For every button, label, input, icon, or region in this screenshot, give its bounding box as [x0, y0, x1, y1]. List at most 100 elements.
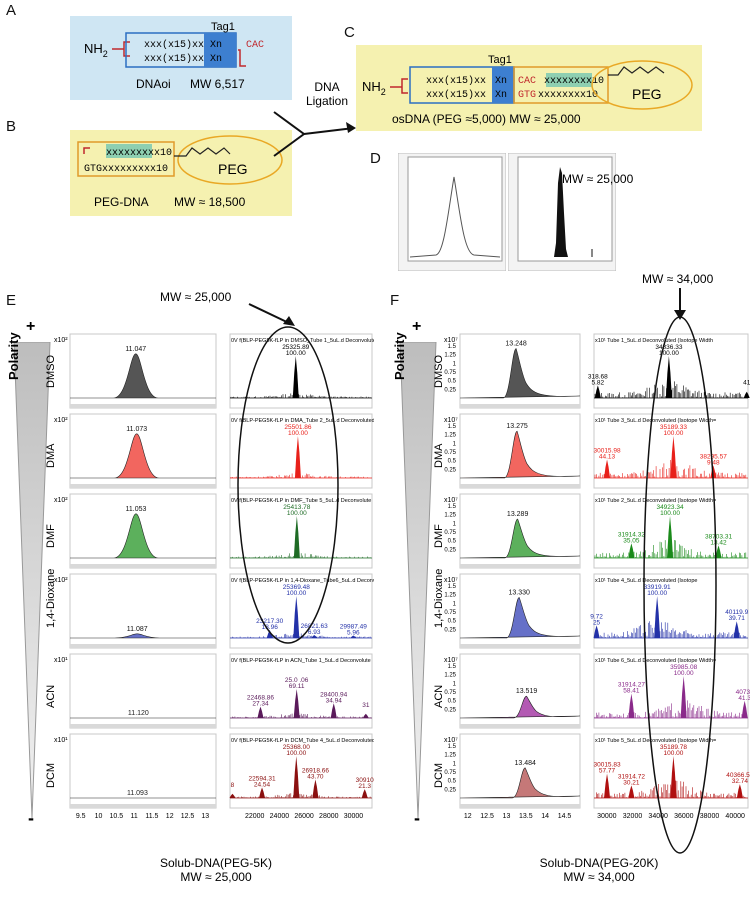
- chrom-row-dmso: DMSO x10⁷ 0.25 0.5 0.75 1 1.25 1.5 13.248: [433, 333, 581, 409]
- c-nh2-label: NH2: [362, 79, 386, 97]
- c-xn-top: Xn: [495, 76, 507, 87]
- chrom-xtick: 12.5: [480, 813, 494, 820]
- chrom-peak-label: 11.047: [125, 346, 146, 353]
- f-polarity-wedge: [399, 342, 437, 819]
- chrom-ytick: 1.25: [444, 753, 456, 759]
- spec-peak-label: 40119.9: [725, 609, 748, 616]
- chrom-xtick: 12.5: [181, 813, 195, 820]
- spec-peak: [259, 787, 266, 798]
- c-gtg: GTG: [518, 90, 536, 101]
- spec-peak-sub: 39.71: [729, 615, 746, 622]
- chrom-row-dmf: DMF x10⁷ 0.25 0.5 0.75 1 1.25 1.5 13.289: [433, 493, 581, 569]
- spec-peak-sub: 57.77: [599, 768, 616, 775]
- osdna-caption: osDNA (PEG ≈5,000) MW ≈ 25,000: [392, 112, 581, 126]
- d-spectrum: [508, 153, 616, 271]
- chrom-ytick: 0.5: [448, 379, 457, 385]
- spec-peak-label: 8: [231, 782, 235, 789]
- spec-peak-sub: 69.11: [289, 683, 305, 690]
- chrom-peak: [70, 433, 216, 479]
- spec-peak: [736, 784, 743, 798]
- spec-peak: [350, 635, 357, 638]
- chrom-xtick: 12: [464, 813, 472, 820]
- spec-peak-sub: 21.3: [358, 783, 371, 790]
- spec-title: x10¹ Tube 1_5uL.d Deconvoluted (Isotope …: [595, 338, 713, 344]
- spec-noise: [594, 539, 747, 558]
- spec-xtick: 40000: [725, 813, 745, 820]
- spec-peak: [628, 543, 635, 558]
- chrom-scale: x10⁷: [444, 657, 458, 664]
- chrom-row-1-4-dioxane: 1,4-Dioxane x10⁷ 0.25 0.5 0.75 1 1.25 1.5 13.330: [433, 569, 581, 649]
- chrom-row-dma: DMA x10² 11.073: [45, 413, 217, 489]
- spec-xtick: 30000: [344, 813, 364, 820]
- chrom-solvent-label: DMA: [45, 443, 57, 468]
- chrom-scale: x10¹: [54, 737, 68, 744]
- spec-peak-label: 40739: [736, 689, 750, 696]
- chrom-xtick: 13: [201, 813, 209, 820]
- spec-peak-sub: 5.96: [347, 629, 360, 636]
- spec-xtick: 38000: [700, 813, 720, 820]
- spec-xtick: 36000: [674, 813, 694, 820]
- spec-peak-sub: 100.00: [663, 750, 683, 757]
- chrom-ytick: 0.25: [444, 387, 456, 393]
- chrom-peak: [459, 518, 581, 559]
- spec-x-axis: 30000 32000 34000 36000 38000 40000: [597, 813, 745, 820]
- c-peg-label: PEG: [632, 86, 662, 102]
- spec-peak-sub: 100.00: [660, 510, 680, 517]
- spec-peak-sub: 100.00: [286, 590, 306, 597]
- spec-peak-label: 25.0 .06: [285, 677, 309, 684]
- spec-peak: [741, 700, 748, 718]
- chrom-peak-label: 11.120: [128, 710, 149, 717]
- e-polarity-label: Polarity: [6, 332, 21, 380]
- chrom-ytick: 1.25: [444, 513, 456, 519]
- peg-dna-mw: MW ≈ 18,500: [174, 195, 246, 209]
- spec-peak-sub: 43.70: [307, 774, 324, 781]
- spec-peak: [670, 436, 677, 478]
- c-tag1-label: Tag1: [488, 54, 512, 66]
- spec-title: 0V f(BLP-PEG5K-fLP in DMA_Tube 2_5uL.d D…: [231, 418, 374, 424]
- spec-peak: [743, 391, 750, 398]
- chrom-scrollbar: [460, 644, 580, 648]
- chrom-ytick: 1: [453, 441, 457, 447]
- spec-peak-sub: 100.00: [659, 350, 679, 357]
- spec-peak: [330, 703, 337, 718]
- chrom-scale: x10⁷: [444, 577, 458, 584]
- chrom-peak-label: 11.053: [126, 506, 147, 513]
- tag1-label: Tag1: [211, 21, 235, 33]
- chrom-ytick: 0.5: [448, 699, 457, 705]
- chrom-solvent-label: DMF: [433, 524, 445, 548]
- spec-peak: [665, 356, 672, 398]
- spec-peak-label: 9.72: [590, 613, 603, 620]
- chrom-scrollbar: [70, 804, 216, 808]
- f-bottom-caption: Solub-DNA(PEG-20K) MW ≈ 34,000: [514, 856, 684, 884]
- spec-peak-sub: 5.82: [592, 379, 605, 386]
- chrom-row-dmf: DMF x10² 11.053: [45, 493, 217, 569]
- chrom-solvent-label: DCM: [45, 763, 57, 788]
- spec-peak-label: 30015.98: [593, 448, 620, 455]
- chrom-frame: [69, 733, 217, 809]
- spec-peak-label: 35189.33: [660, 424, 687, 431]
- chrom-scrollbar: [460, 404, 580, 408]
- c-strand-bottom: xxx(x15)xx: [426, 89, 486, 101]
- spec-frame: [229, 413, 373, 489]
- chrom-peak: [70, 513, 216, 559]
- chrom-solvent-label: DMA: [433, 443, 445, 468]
- chrom-solvent-label: DCM: [433, 763, 445, 788]
- chrom-ytick: 1.5: [448, 504, 457, 510]
- spec-title: 0V f(BLP-PEG5K-fLP in ACN_Tube 1_5uL.d D…: [231, 658, 371, 664]
- chrom-peak-label: 13.330: [509, 589, 531, 596]
- chrom-scrollbar: [70, 724, 216, 728]
- e-spectrum-stack: 0V f(BLP-PEG5K-fLP in DMSO_Tube 1_5uL.d …: [229, 333, 374, 820]
- e-bottom-caption: Solub-DNA(PEG-5K) MW ≈ 25,000: [136, 856, 296, 884]
- f-highlight-ellipse: [643, 316, 717, 854]
- f-chromatogram-stack: DMSO x10⁷ 0.25 0.5 0.75 1 1.25 1.5 13.248 DMA x10⁷…: [433, 333, 581, 820]
- spec-peak: [293, 516, 300, 558]
- chrom-xtick: 9.5: [76, 813, 86, 820]
- strand-top: xxx(x15)xx: [144, 39, 204, 51]
- spec-row-dmf: 0V f(BLP-PEG5K-fLP in DMF_Tube 5_5uL.d D…: [229, 493, 373, 569]
- chrom-peak-label: 13.519: [516, 688, 538, 695]
- f-spectrum-stack: x10¹ Tube 1_5uL.d Deconvoluted (Isotope …: [588, 333, 750, 820]
- spec-peak-label: 38703.31: [705, 533, 732, 540]
- spec-peak-label: 25369.48: [283, 584, 310, 591]
- e-plus: +: [26, 318, 36, 335]
